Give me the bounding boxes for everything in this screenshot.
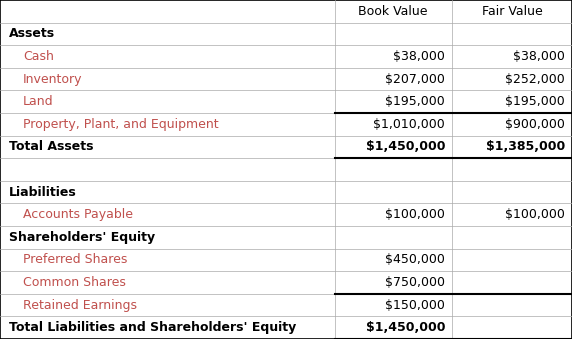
Text: $1,450,000: $1,450,000 [366, 321, 445, 334]
Text: Fair Value: Fair Value [482, 5, 542, 18]
Text: $1,010,000: $1,010,000 [374, 118, 445, 131]
Text: Total Liabilities and Shareholders' Equity: Total Liabilities and Shareholders' Equi… [9, 321, 296, 334]
Text: $252,000: $252,000 [506, 73, 565, 86]
Text: $750,000: $750,000 [385, 276, 445, 289]
Text: Retained Earnings: Retained Earnings [23, 299, 137, 312]
Text: Land: Land [23, 95, 54, 108]
Text: Preferred Shares: Preferred Shares [23, 253, 127, 266]
Text: $195,000: $195,000 [386, 95, 445, 108]
Text: Accounts Payable: Accounts Payable [23, 208, 133, 221]
Text: $100,000: $100,000 [505, 208, 565, 221]
Text: Total Assets: Total Assets [9, 140, 93, 154]
Text: $900,000: $900,000 [505, 118, 565, 131]
Text: $195,000: $195,000 [506, 95, 565, 108]
Text: Book Value: Book Value [359, 5, 428, 18]
Text: Common Shares: Common Shares [23, 276, 126, 289]
Text: $450,000: $450,000 [385, 253, 445, 266]
Text: $150,000: $150,000 [385, 299, 445, 312]
Text: Cash: Cash [23, 50, 54, 63]
Text: $100,000: $100,000 [385, 208, 445, 221]
Text: $1,385,000: $1,385,000 [486, 140, 565, 154]
Text: $207,000: $207,000 [385, 73, 445, 86]
Text: $38,000: $38,000 [393, 50, 445, 63]
Text: Property, Plant, and Equipment: Property, Plant, and Equipment [23, 118, 219, 131]
Text: Assets: Assets [9, 27, 55, 40]
Text: Inventory: Inventory [23, 73, 82, 86]
Text: Shareholders' Equity: Shareholders' Equity [9, 231, 154, 244]
Text: Liabilities: Liabilities [9, 185, 76, 199]
Text: $38,000: $38,000 [513, 50, 565, 63]
Text: $1,450,000: $1,450,000 [366, 140, 445, 154]
